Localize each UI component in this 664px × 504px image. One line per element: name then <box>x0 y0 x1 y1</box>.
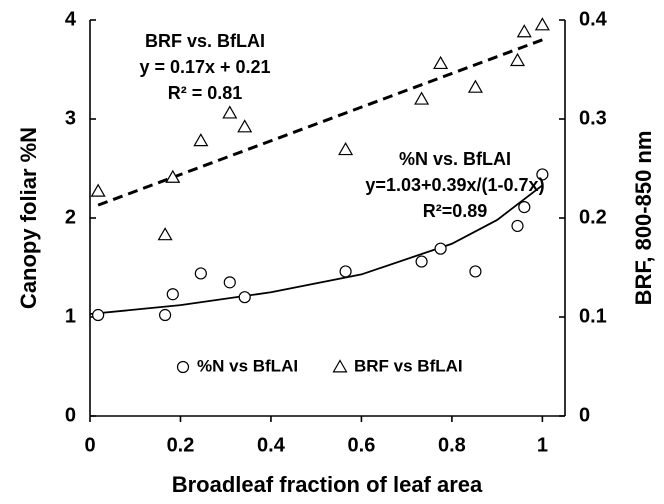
y-tick-label: 3 <box>65 107 76 129</box>
circle-point <box>223 276 236 289</box>
annotation: %N vs. BfLAI <box>399 149 511 169</box>
legend-label: %N vs BfLAI <box>197 356 298 375</box>
triangle-point <box>165 169 181 183</box>
x-tick-label: 1 <box>537 434 548 456</box>
triangle-point <box>222 105 238 119</box>
circle-point <box>176 360 190 374</box>
triangle-point <box>90 183 106 197</box>
legend-label: BRF vs BfLAI <box>354 356 463 375</box>
triangle-point <box>193 133 209 147</box>
triangle-point <box>332 359 348 373</box>
circle-point <box>339 265 352 278</box>
annotation: BRF vs. BfLAI <box>145 31 265 51</box>
triangle-point <box>534 17 550 31</box>
y-axis-label: Canopy foliar %N <box>16 127 41 309</box>
x-axis-label: Broadleaf fraction of leaf area <box>172 472 483 497</box>
annotation: R² = 0.81 <box>168 83 243 103</box>
x-tick-label: 0.6 <box>348 434 376 456</box>
y2-tick-label: 0.3 <box>579 107 607 129</box>
circle-point <box>92 308 105 322</box>
x-tick-label: 0.2 <box>167 434 195 456</box>
triangle-point <box>237 119 253 133</box>
y-tick-label: 0 <box>65 404 76 426</box>
circle-point <box>238 291 251 304</box>
triangle-point <box>338 141 354 156</box>
y2-tick-label: 0.2 <box>579 206 607 228</box>
circle-point <box>166 288 179 301</box>
y2-tick-label: 0.1 <box>579 305 607 327</box>
annotation: y=1.03+0.39x/(1-0.7x) <box>365 175 544 195</box>
x-tick-label: 0 <box>84 434 95 456</box>
annotation: y = 0.17x + 0.21 <box>139 57 270 77</box>
y2-axis-label: BRF, 800-850 nm <box>631 131 656 306</box>
circle-point <box>194 267 207 280</box>
y-tick-label: 4 <box>65 8 77 30</box>
y2-tick-label: 0 <box>579 404 590 426</box>
x-tick-label: 0.8 <box>438 434 466 456</box>
circle-point <box>511 219 524 233</box>
annotation: R²=0.89 <box>423 201 488 221</box>
triangle-point <box>414 91 430 105</box>
circle-point <box>469 265 482 278</box>
x-tick-label: 0.4 <box>257 434 286 456</box>
y2-tick-label: 0.4 <box>579 8 608 30</box>
circle-point <box>518 201 531 214</box>
trendline <box>89 184 543 315</box>
triangle-point <box>467 79 483 93</box>
circle-point <box>158 308 172 322</box>
circle-point <box>434 242 447 255</box>
circle-point <box>415 255 428 268</box>
y-tick-label: 1 <box>65 305 76 327</box>
triangle-point <box>157 227 173 241</box>
circle-point <box>536 168 549 181</box>
y-tick-label: 2 <box>65 206 76 228</box>
triangle-point <box>516 24 532 38</box>
triangle-point <box>433 55 449 70</box>
triangle-point <box>509 52 526 67</box>
